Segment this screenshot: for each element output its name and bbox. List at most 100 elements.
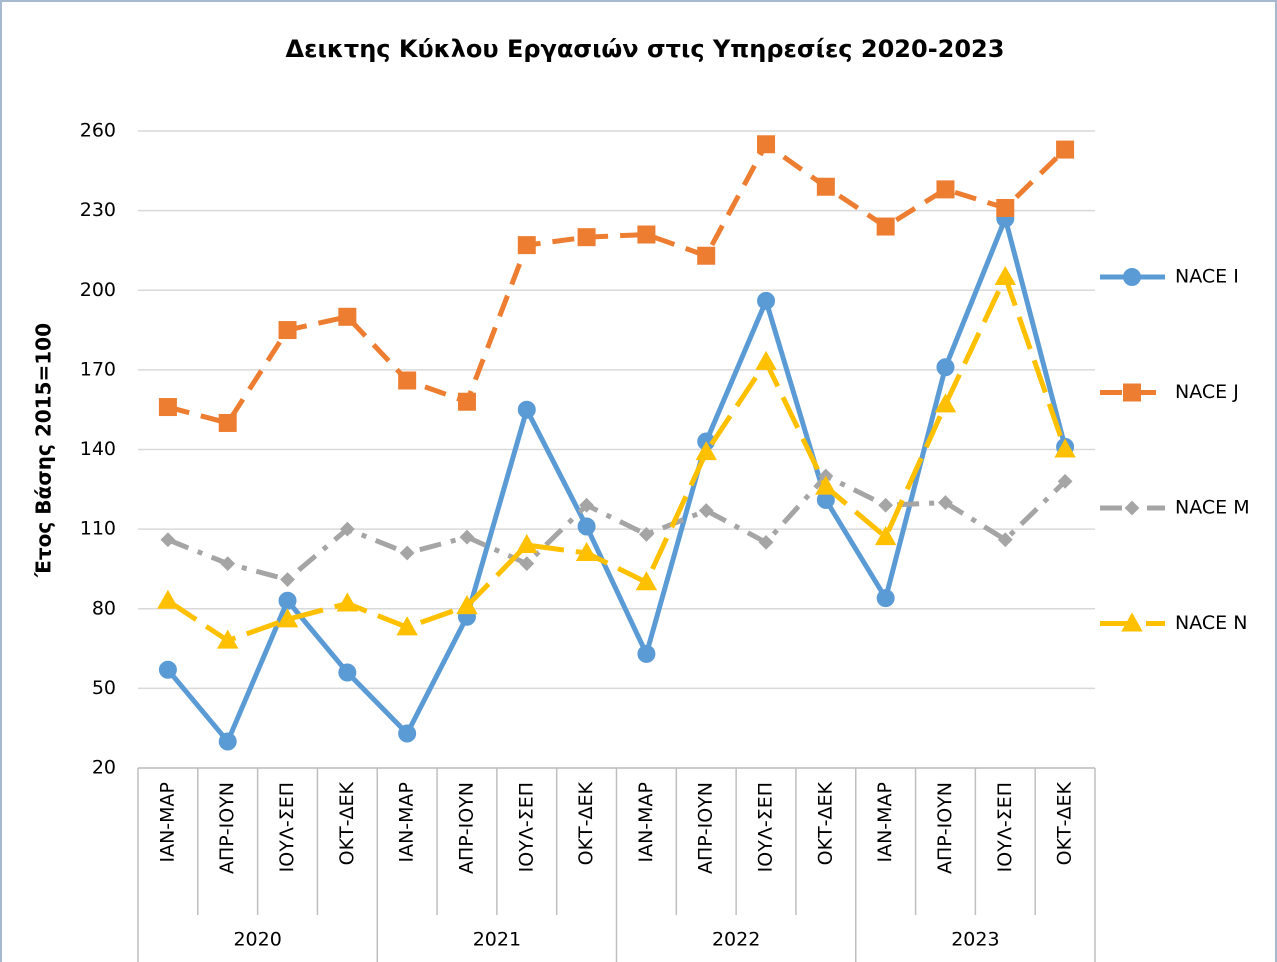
year-label: 2020: [233, 929, 281, 951]
marker: [575, 541, 598, 562]
marker: [1123, 383, 1141, 402]
marker: [755, 350, 777, 370]
y-tick-label: 20: [92, 757, 116, 779]
x-tick-label: ΙΟΥΛ-ΣΕΠ: [755, 782, 777, 872]
y-tick-label: 110: [80, 518, 116, 540]
marker: [158, 398, 177, 417]
year-label: 2021: [473, 929, 521, 951]
marker: [456, 595, 478, 615]
marker: [459, 529, 475, 545]
marker: [157, 589, 179, 609]
marker: [758, 534, 774, 550]
marker: [695, 441, 717, 461]
y-tick-label: 260: [80, 120, 116, 142]
marker: [876, 589, 895, 608]
marker: [1124, 500, 1140, 516]
marker: [218, 413, 237, 432]
marker: [276, 608, 299, 628]
chart-title: Δεικτης Κύκλου Εργασιών στις Υπηρεσίες 2…: [286, 35, 1005, 63]
marker: [697, 246, 716, 265]
series-line: [167, 141, 1067, 426]
marker: [757, 291, 776, 310]
marker: [936, 180, 955, 199]
marker: [160, 532, 176, 548]
legend-label: NACE I: [1175, 266, 1239, 288]
marker: [220, 556, 236, 572]
marker: [1121, 612, 1143, 632]
x-tick-label: ΟΚΤ-ΔΕΚ: [336, 781, 358, 865]
x-tick-label: ΙΑΝ-ΜΑΡ: [156, 782, 178, 863]
marker: [396, 616, 418, 636]
x-tick-label: ΑΠΡ-ΙΟΥΝ: [934, 782, 956, 874]
marker: [399, 545, 415, 561]
marker: [637, 225, 656, 244]
marker: [1057, 473, 1073, 489]
marker: [816, 177, 835, 196]
x-tick-label: ΙΑΝ-ΜΑΡ: [396, 782, 418, 863]
x-tick-label: ΑΠΡ-ΙΟΥΝ: [216, 782, 238, 874]
marker: [336, 592, 359, 612]
x-tick-label: ΙΑΝ-ΜΑΡ: [874, 782, 896, 863]
marker: [398, 724, 417, 743]
y-axis-label: Έτος Βάσης 2015=100: [32, 323, 56, 578]
marker: [1056, 140, 1075, 159]
x-tick-label: ΙΟΥΛ-ΣΕΠ: [994, 782, 1016, 872]
legend-label: NACE N: [1175, 612, 1247, 634]
y-tick-label: 50: [92, 677, 116, 699]
series-line: [166, 274, 1068, 644]
marker: [815, 475, 837, 495]
marker: [698, 503, 714, 518]
series-line: [165, 216, 1068, 744]
year-label: 2022: [712, 929, 760, 951]
marker: [519, 556, 535, 572]
marker: [874, 526, 897, 546]
marker: [934, 393, 957, 413]
marker: [457, 392, 476, 411]
marker: [997, 532, 1013, 548]
y-tick-label: 230: [80, 199, 116, 221]
marker: [1054, 438, 1076, 458]
marker: [278, 321, 297, 340]
x-tick-label: ΟΚΤ-ΔΕΚ: [1054, 781, 1076, 865]
y-tick-label: 200: [80, 279, 116, 301]
x-tick-label: ΙΟΥΛ-ΣΕΠ: [515, 782, 537, 872]
marker: [637, 644, 656, 663]
marker: [516, 534, 538, 554]
marker: [398, 371, 417, 390]
marker: [280, 572, 295, 587]
x-tick-label: ΟΚΤ-ΔΕΚ: [575, 781, 597, 865]
marker: [339, 521, 355, 537]
x-tick-label: ΑΠΡ-ΙΟΥΝ: [455, 782, 477, 874]
x-tick-label: ΟΚΤ-ΔΕΚ: [814, 781, 836, 865]
legend-label: NACE M: [1175, 497, 1250, 519]
marker: [338, 663, 357, 682]
marker: [757, 135, 776, 154]
x-tick-label: ΙΑΝ-ΜΑΡ: [635, 782, 657, 863]
marker: [218, 732, 237, 751]
marker: [994, 265, 1016, 285]
marker: [936, 358, 955, 377]
series-line: [166, 473, 1067, 583]
y-tick-label: 170: [80, 358, 116, 380]
marker: [635, 571, 658, 591]
marker: [577, 517, 596, 536]
marker: [217, 629, 239, 649]
marker: [996, 198, 1015, 217]
marker: [878, 497, 894, 513]
marker: [338, 307, 357, 326]
x-tick-label: ΑΠΡ-ΙΟΥΝ: [695, 782, 717, 874]
year-label: 2023: [951, 929, 999, 951]
marker: [158, 660, 177, 679]
marker: [278, 591, 297, 610]
marker: [517, 236, 536, 255]
marker: [876, 217, 895, 236]
y-tick-label: 140: [80, 438, 116, 460]
x-tick-label: ΙΟΥΛ-ΣΕΠ: [276, 782, 298, 872]
marker: [638, 527, 654, 542]
marker: [517, 400, 536, 419]
y-tick-label: 80: [92, 597, 116, 619]
marker: [579, 497, 595, 513]
marker: [577, 228, 596, 247]
